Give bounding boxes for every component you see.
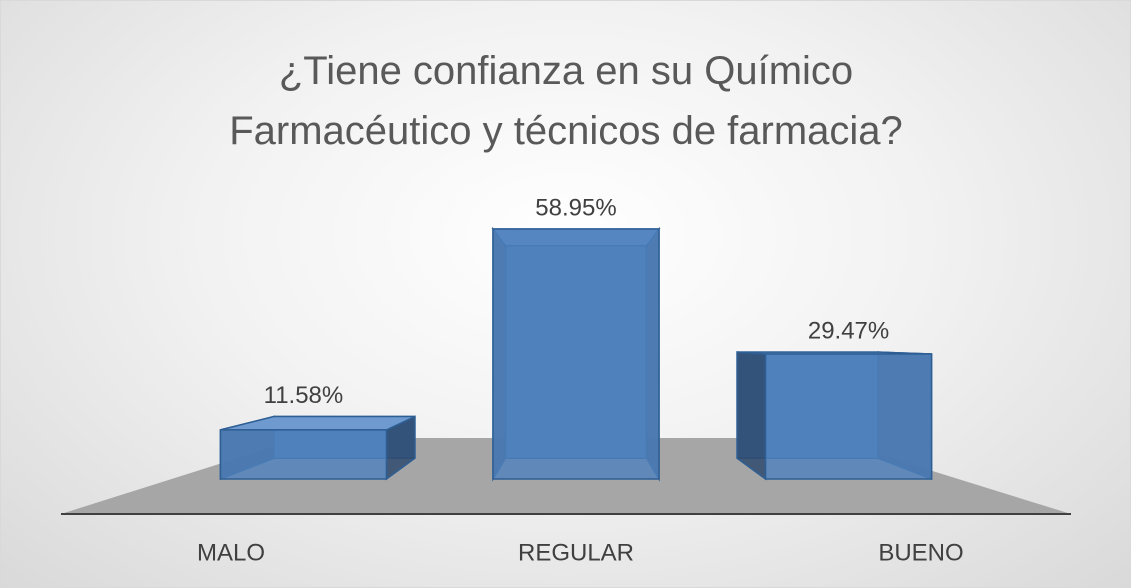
bar bbox=[219, 429, 388, 480]
x-tick-label: MALO bbox=[197, 539, 265, 566]
data-label: 29.47% bbox=[808, 317, 889, 344]
x-tick-label: BUENO bbox=[878, 539, 963, 566]
bar bbox=[764, 353, 933, 480]
data-label: 58.95% bbox=[535, 194, 616, 221]
chart-title: ¿Tiene confianza en su Químico Farmacéut… bbox=[229, 49, 903, 153]
bar-side bbox=[736, 351, 767, 481]
x-tick-label: REGULAR bbox=[518, 539, 634, 566]
data-label: 11.58% bbox=[264, 382, 344, 409]
bar-top bbox=[220, 415, 416, 431]
bar bbox=[492, 228, 660, 480]
